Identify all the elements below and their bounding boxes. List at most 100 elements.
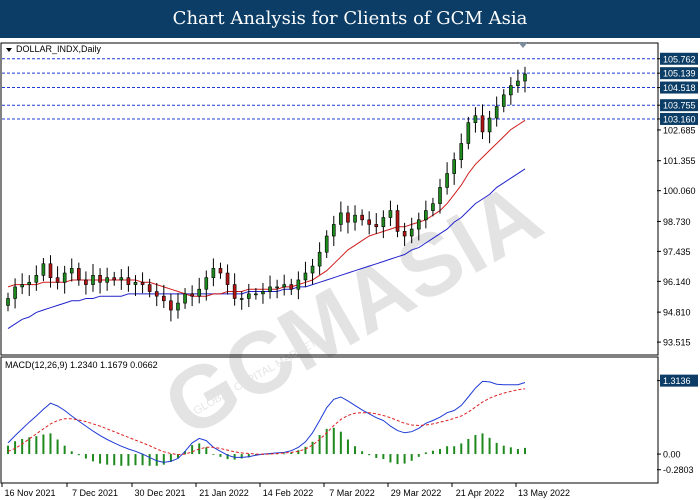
candle-down	[162, 295, 166, 302]
candle-up	[34, 275, 39, 283]
time-axis-label: 7 Mar 2022	[329, 488, 375, 498]
macd-histogram-bar	[431, 450, 434, 455]
candle-up	[303, 272, 308, 281]
macd-histogram-bar	[283, 453, 286, 455]
candle-up	[494, 106, 499, 119]
macd-histogram-bar	[169, 454, 172, 462]
macd-histogram-bar	[509, 447, 512, 455]
macd-histogram-bar	[99, 454, 102, 464]
price-label-box	[660, 99, 698, 112]
macd-histogram-bar	[346, 439, 349, 455]
macd-histogram-bar	[403, 454, 406, 464]
candle-up	[183, 293, 187, 304]
price-label-box	[660, 67, 698, 80]
macd-histogram-bar	[516, 449, 519, 455]
horizontal-levels	[2, 58, 657, 120]
candle-up	[416, 219, 421, 230]
macd-histogram-bar	[446, 446, 449, 455]
macd-panel	[0, 356, 659, 484]
macd-histogram-bar	[49, 433, 52, 455]
candle-down	[147, 284, 152, 292]
candle-up	[254, 293, 258, 296]
candle-up	[105, 277, 109, 283]
macd-histogram-bar	[368, 454, 371, 456]
collapse-triangle-icon[interactable]	[6, 48, 12, 52]
price-axis: 105.762 105.139 104.518 103.755 103.160102.6…	[657, 52, 698, 348]
candle-up	[246, 293, 251, 299]
price-axis-label: 97.435	[663, 247, 691, 257]
price-label-box	[660, 52, 698, 65]
time-axis-label: 16 Nov 2021	[4, 488, 55, 498]
macd-histogram-bar	[63, 445, 66, 455]
candle-up	[204, 277, 209, 290]
macd-histogram-bar	[524, 447, 526, 455]
candle-up	[13, 286, 17, 299]
candle-down	[140, 281, 145, 285]
candle-up	[268, 286, 272, 292]
macd-histogram-bar	[176, 454, 179, 458]
candle-up	[41, 263, 46, 276]
macd-histogram-bar	[28, 437, 31, 455]
macd-label-box	[660, 374, 698, 387]
macd-histogram-bar	[141, 454, 144, 466]
candle-down	[360, 214, 364, 221]
macd-histogram-bar	[474, 435, 477, 455]
macd-histogram-bar	[212, 454, 215, 455]
candle-down	[402, 231, 407, 237]
price-axis-label: 105.762	[663, 54, 696, 64]
candle-up	[409, 228, 414, 237]
candle-up	[62, 272, 67, 283]
macd-histogram-bar	[361, 451, 364, 455]
time-axis: 16 Nov 2021 7 Dec 2021 30 Dec 2021 21 Jan 2…	[1, 483, 570, 498]
macd-histogram-bar	[84, 454, 87, 459]
macd-signal-line	[7, 388, 526, 456]
time-axis-label: 7 Dec 2021	[72, 488, 118, 498]
price-panel	[0, 42, 659, 356]
macd-histogram-bar	[191, 445, 194, 455]
candle-up	[339, 212, 343, 225]
candle-up	[388, 210, 393, 218]
macd-histogram-bar	[354, 446, 357, 455]
price-axis-label: 93.515	[663, 338, 691, 348]
chart-area: GCMASIA GLOBAL CAPITAL MARKETS DOLLAR_IN…	[0, 42, 698, 498]
macd-histogram-bar	[290, 452, 293, 455]
macd-histogram-bar	[375, 454, 378, 458]
macd-histogram-bar	[467, 438, 470, 455]
macd-histogram-bar	[226, 454, 229, 460]
candle-up	[176, 302, 180, 311]
price-label-box	[660, 81, 698, 94]
macd-histogram-bar	[7, 445, 9, 455]
candle-up	[282, 284, 287, 288]
macd-histogram-bar	[424, 452, 427, 455]
page-title: Chart Analysis for Clients of GCM Asia	[172, 8, 528, 29]
candle-down	[77, 268, 81, 281]
time-axis-label: 29 Mar 2022	[391, 488, 442, 498]
macd-histogram-bar	[91, 454, 94, 462]
price-axis-label: 96.140	[663, 277, 691, 287]
macd-axis: 1.3136 0.00 -0.2803	[657, 374, 698, 475]
chart-shift-marker-icon[interactable]	[518, 42, 528, 48]
candlesticks	[6, 66, 527, 322]
macd-axis-label: 1.3136	[663, 376, 691, 386]
macd-indicator	[7, 380, 526, 466]
macd-histogram-bar	[219, 454, 222, 457]
macd-histogram-bar	[247, 454, 250, 458]
macd-histogram-bar	[396, 454, 399, 465]
candle-up	[473, 115, 478, 123]
candle-up	[445, 173, 449, 188]
macd-histogram-bar	[134, 454, 137, 466]
price-axis-label: 103.755	[663, 101, 696, 111]
candle-down	[480, 115, 485, 133]
price-axis-label: 103.160	[663, 114, 696, 124]
candle-up	[509, 85, 513, 96]
candle-up	[69, 268, 74, 274]
macd-histogram-bar	[304, 446, 307, 455]
macd-histogram-bar	[127, 454, 130, 466]
macd-histogram-bar	[382, 454, 385, 460]
candle-up	[353, 214, 357, 223]
macd-histogram-bar	[14, 441, 17, 455]
candle-up	[487, 117, 492, 133]
time-axis-label: 14 Feb 2022	[263, 488, 314, 498]
macd-histogram-bar	[155, 454, 158, 466]
candle-down	[190, 293, 194, 297]
